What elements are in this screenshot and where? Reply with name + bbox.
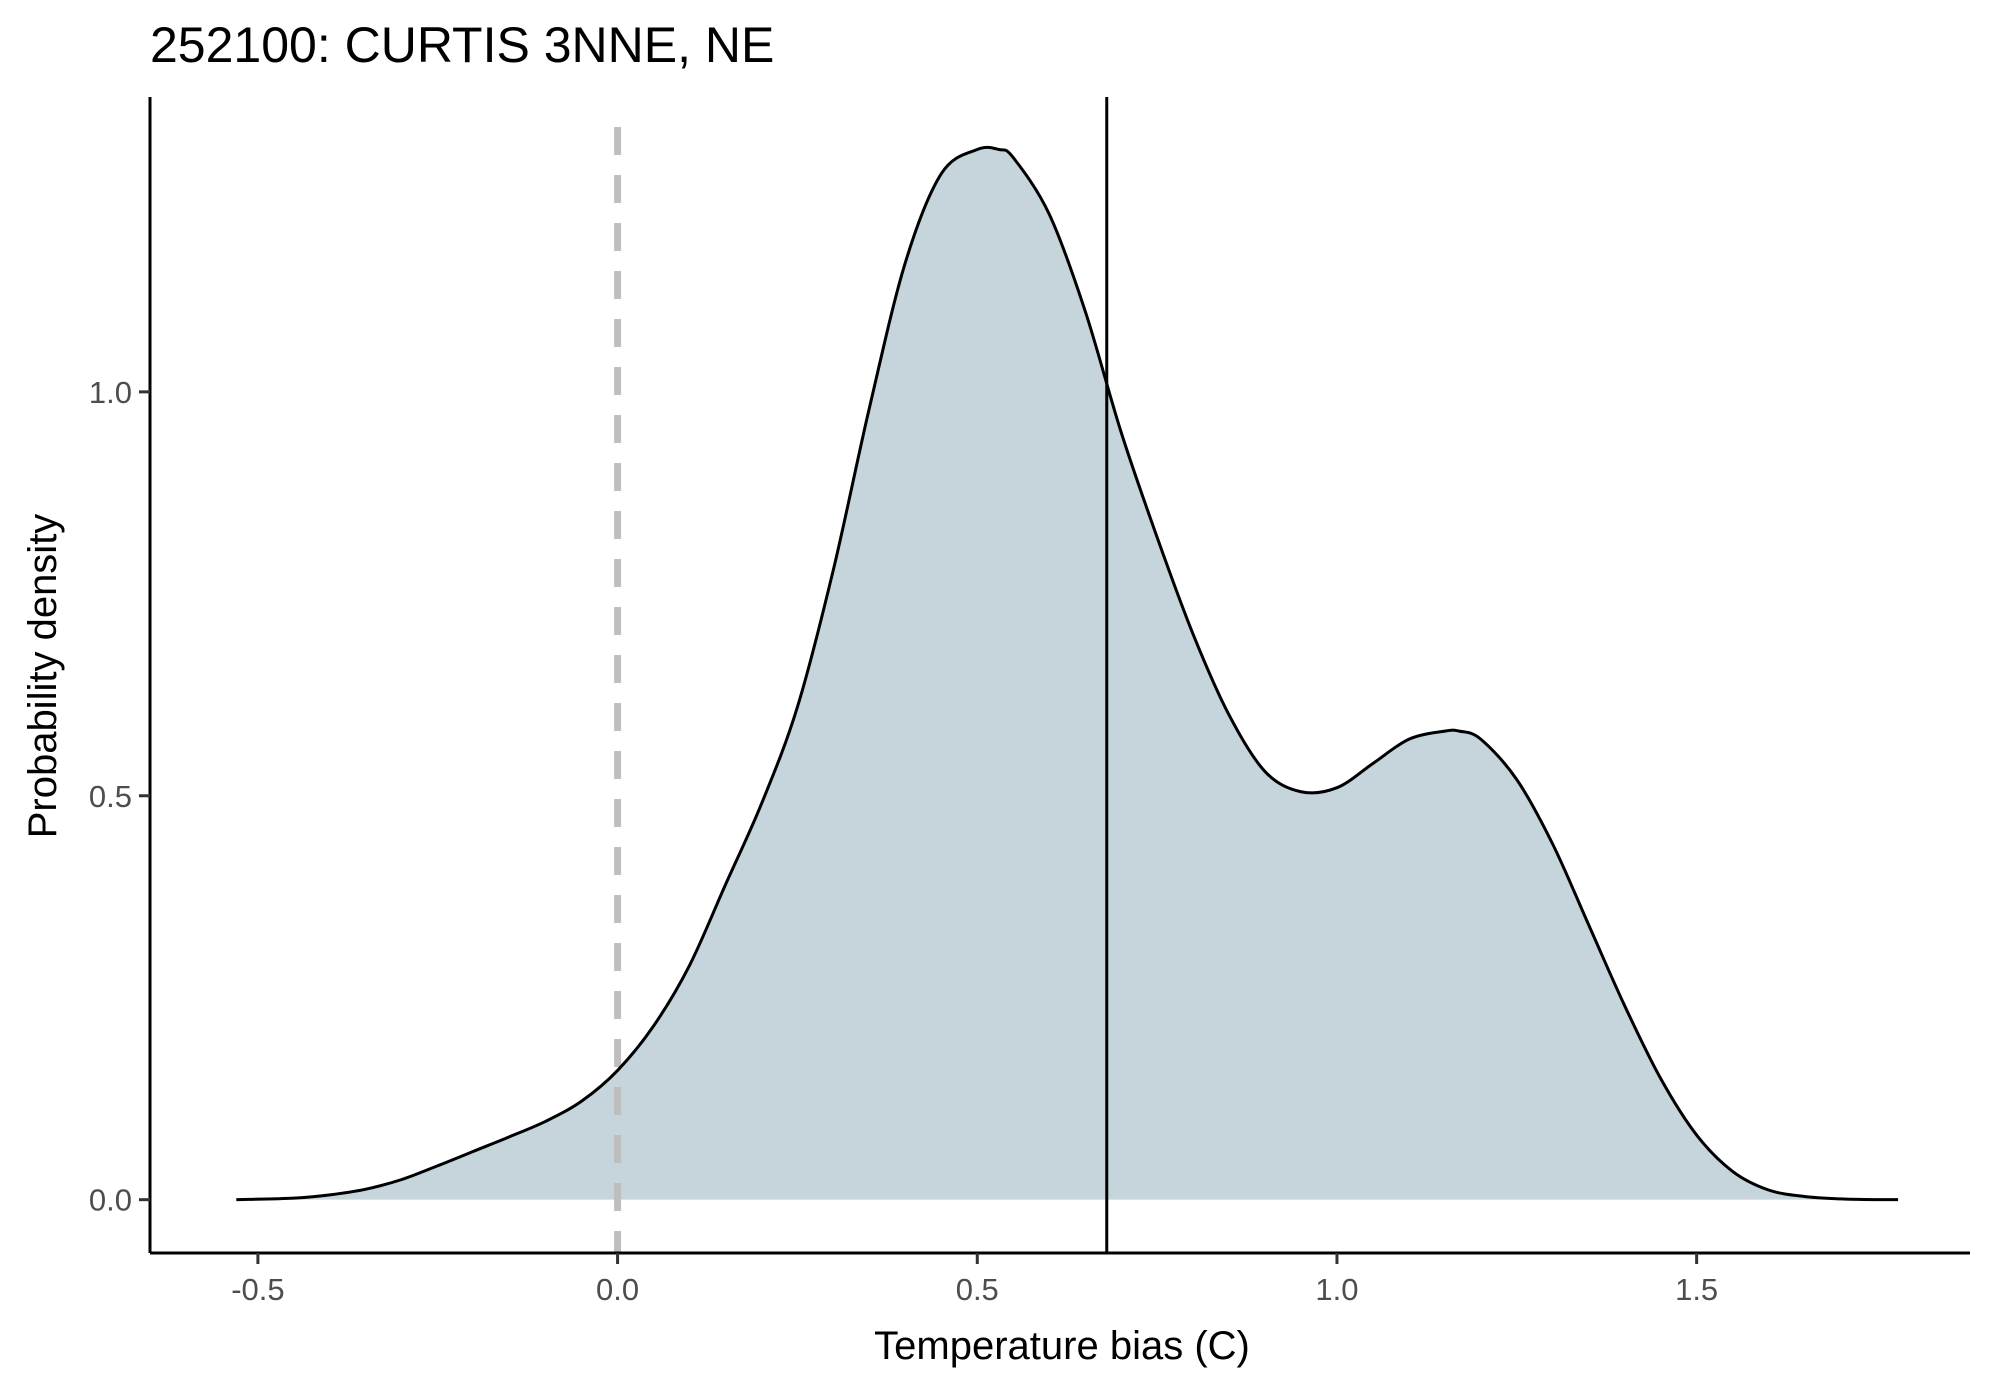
x-tick-label: 1.0: [1315, 1272, 1358, 1307]
x-tick-label: 0.5: [956, 1272, 999, 1307]
axes: -0.5 0.0 0.5 1.0 1.5 0.0 0.5 1.0: [89, 97, 1970, 1307]
y-tick-label: 1.0: [89, 375, 132, 410]
x-tick-label: 0.0: [596, 1272, 639, 1307]
plot-area: [236, 97, 1899, 1253]
x-tick-label: 1.5: [1675, 1272, 1718, 1307]
y-tick-label: 0.5: [89, 779, 132, 814]
y-axis-title: Probability density: [21, 514, 65, 839]
chart-title: 252100: CURTIS 3NNE, NE: [150, 17, 774, 73]
x-axis-title: Temperature bias (C): [874, 1324, 1250, 1368]
y-tick-label: 0.0: [89, 1183, 132, 1218]
x-tick-label: -0.5: [231, 1272, 284, 1307]
density-line: [236, 145, 1899, 1202]
density-area: [236, 147, 1899, 1200]
